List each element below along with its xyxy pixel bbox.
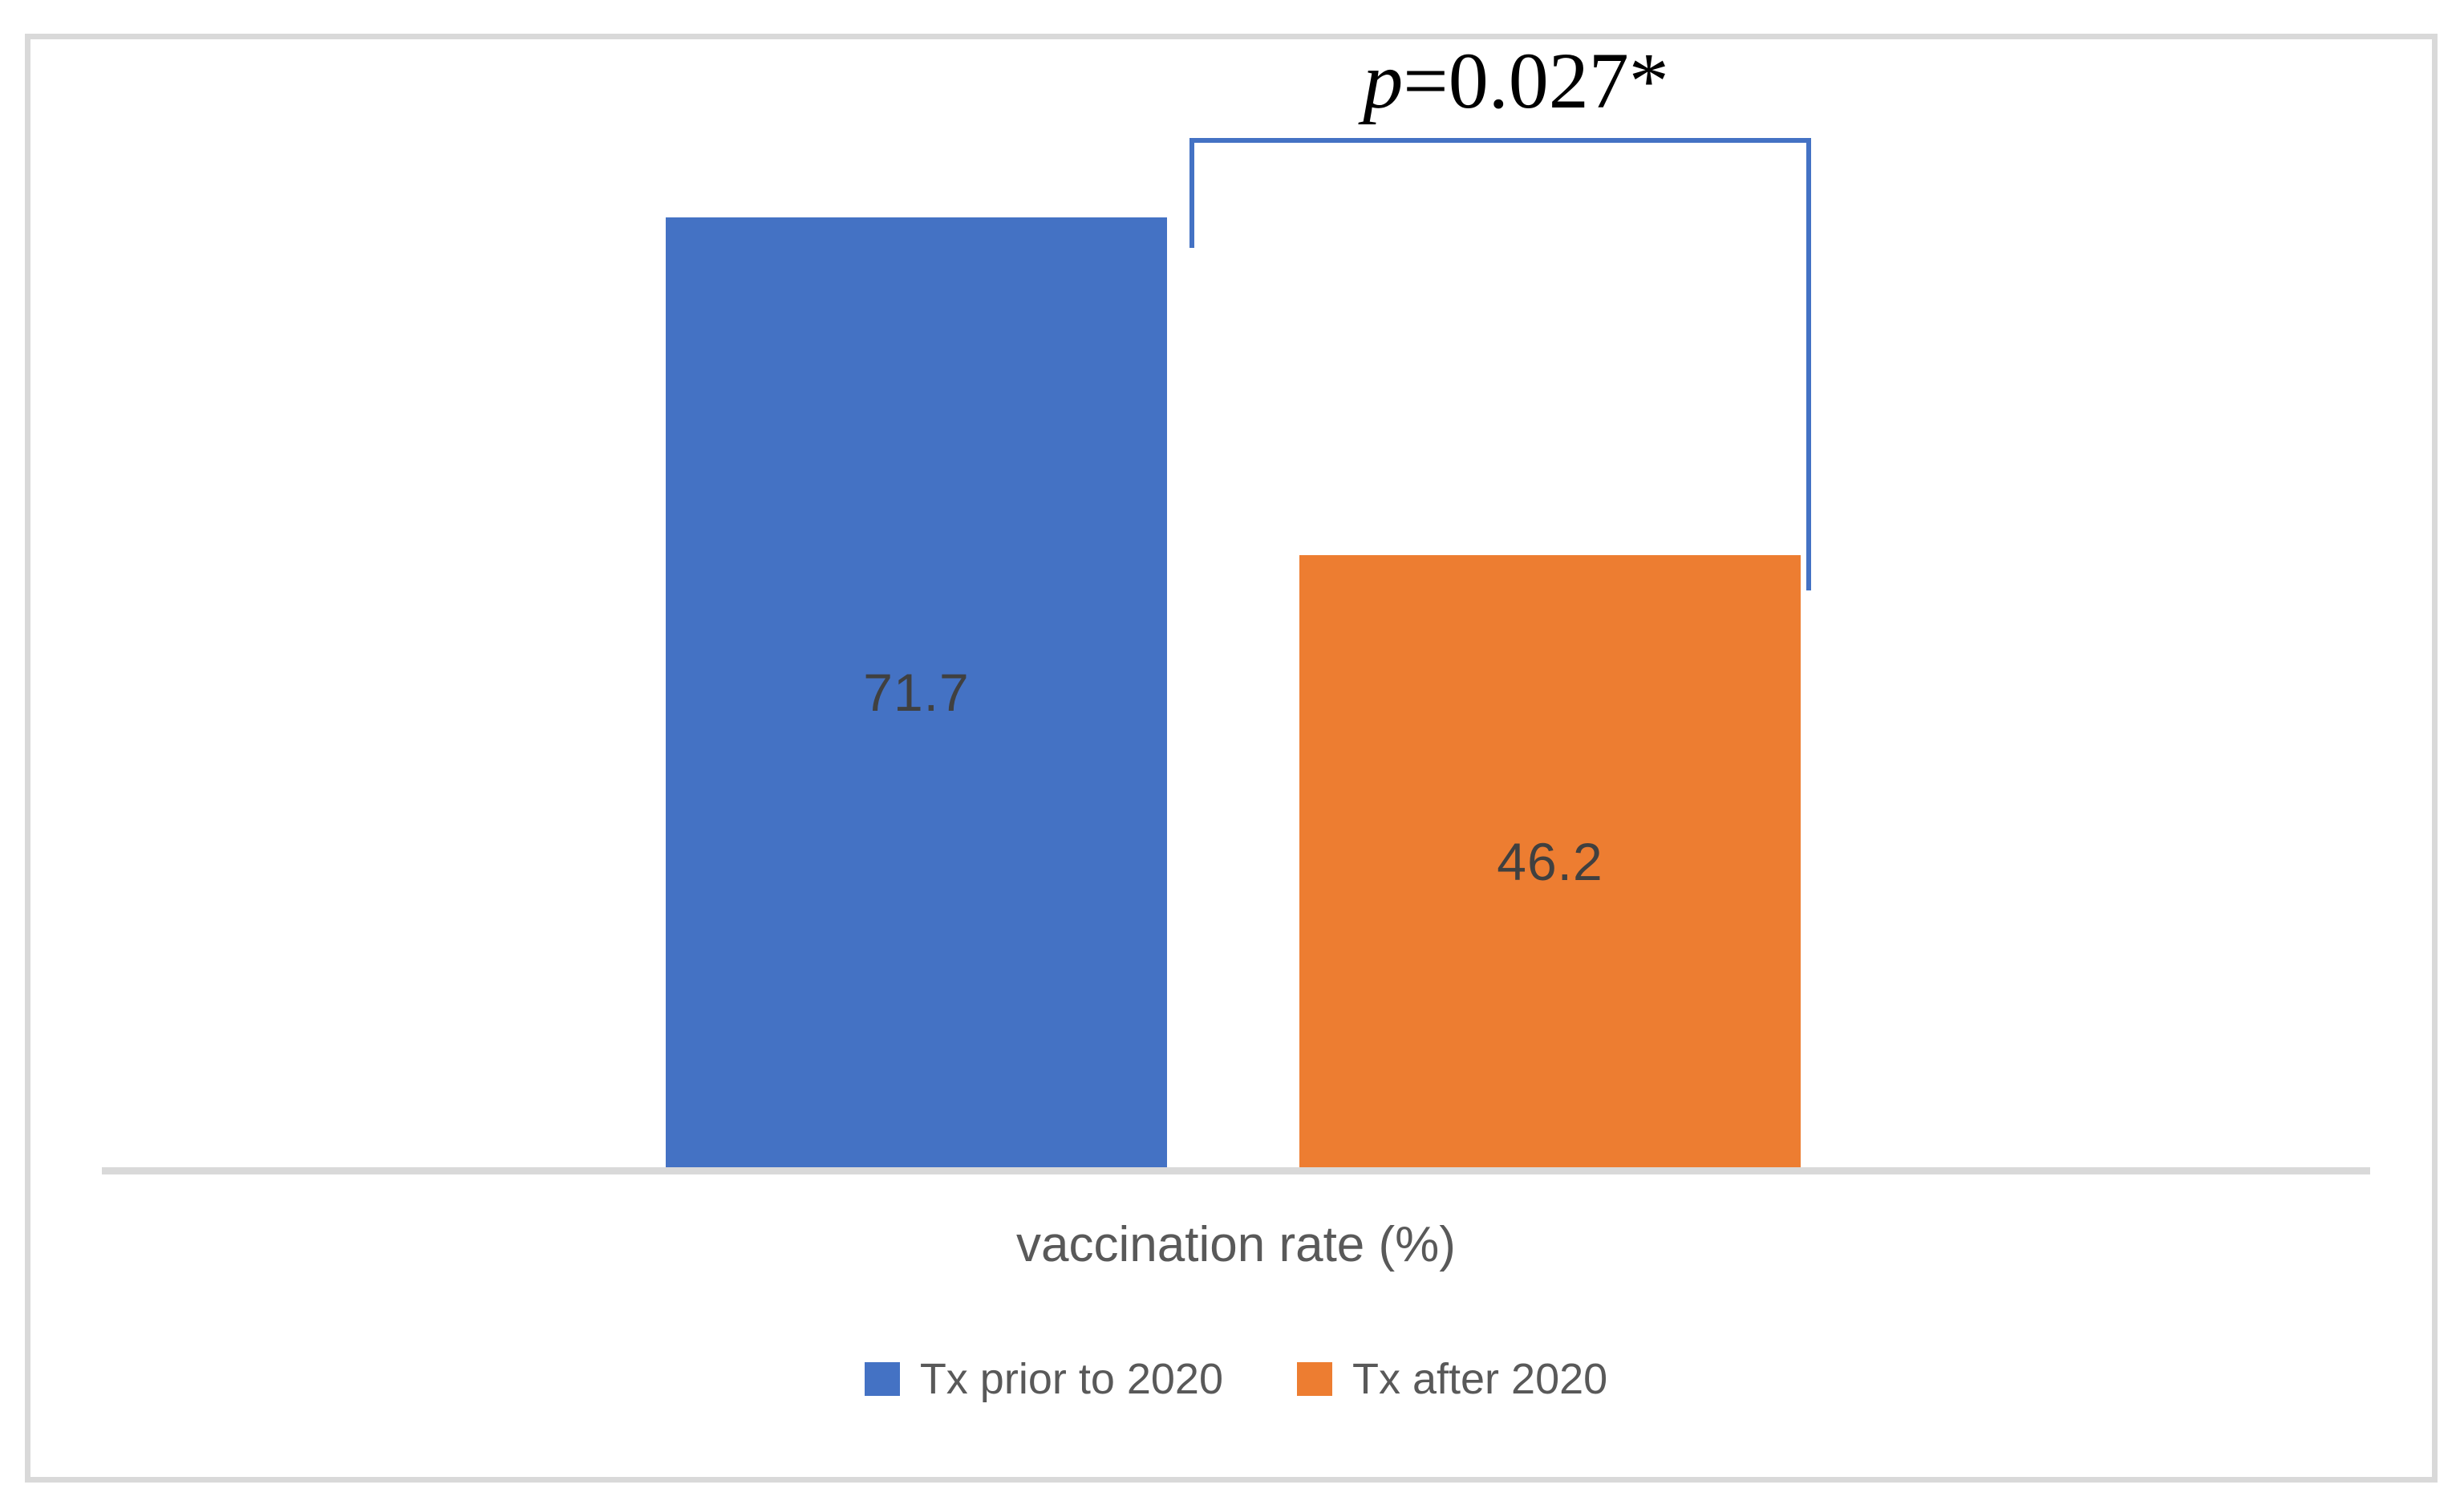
significance-label: p=0.027* — [1203, 29, 1829, 141]
chart-border — [25, 34, 2438, 1483]
legend-swatch-orange — [1297, 1362, 1332, 1396]
legend-label: Tx prior to 2020 — [919, 1355, 1223, 1403]
legend-item-tx-prior: Tx prior to 2020 — [864, 1354, 1223, 1404]
legend-swatch-blue — [864, 1362, 900, 1396]
legend-label: Tx after 2020 — [1352, 1355, 1608, 1403]
p-value-symbol: p — [1363, 36, 1404, 125]
legend-item-tx-after: Tx after 2020 — [1297, 1354, 1607, 1404]
bar-tx-prior-2020: 71.7 — [666, 217, 1167, 1167]
x-axis-line — [102, 1167, 2370, 1174]
significance-bracket-left-tick — [1189, 138, 1194, 248]
bar-tx-after-2020: 46.2 — [1299, 555, 1801, 1167]
significance-bracket-right-tick — [1806, 138, 1811, 590]
legend: Tx prior to 2020 Tx after 2020 — [102, 1354, 2370, 1404]
significance-bracket-horizontal — [1189, 138, 1811, 143]
bar-value-label: 46.2 — [1497, 831, 1603, 891]
x-axis-title: vaccination rate (%) — [1016, 1217, 1456, 1272]
bar-value-label: 71.7 — [863, 663, 970, 722]
p-value-text: =0.027* — [1403, 36, 1669, 125]
